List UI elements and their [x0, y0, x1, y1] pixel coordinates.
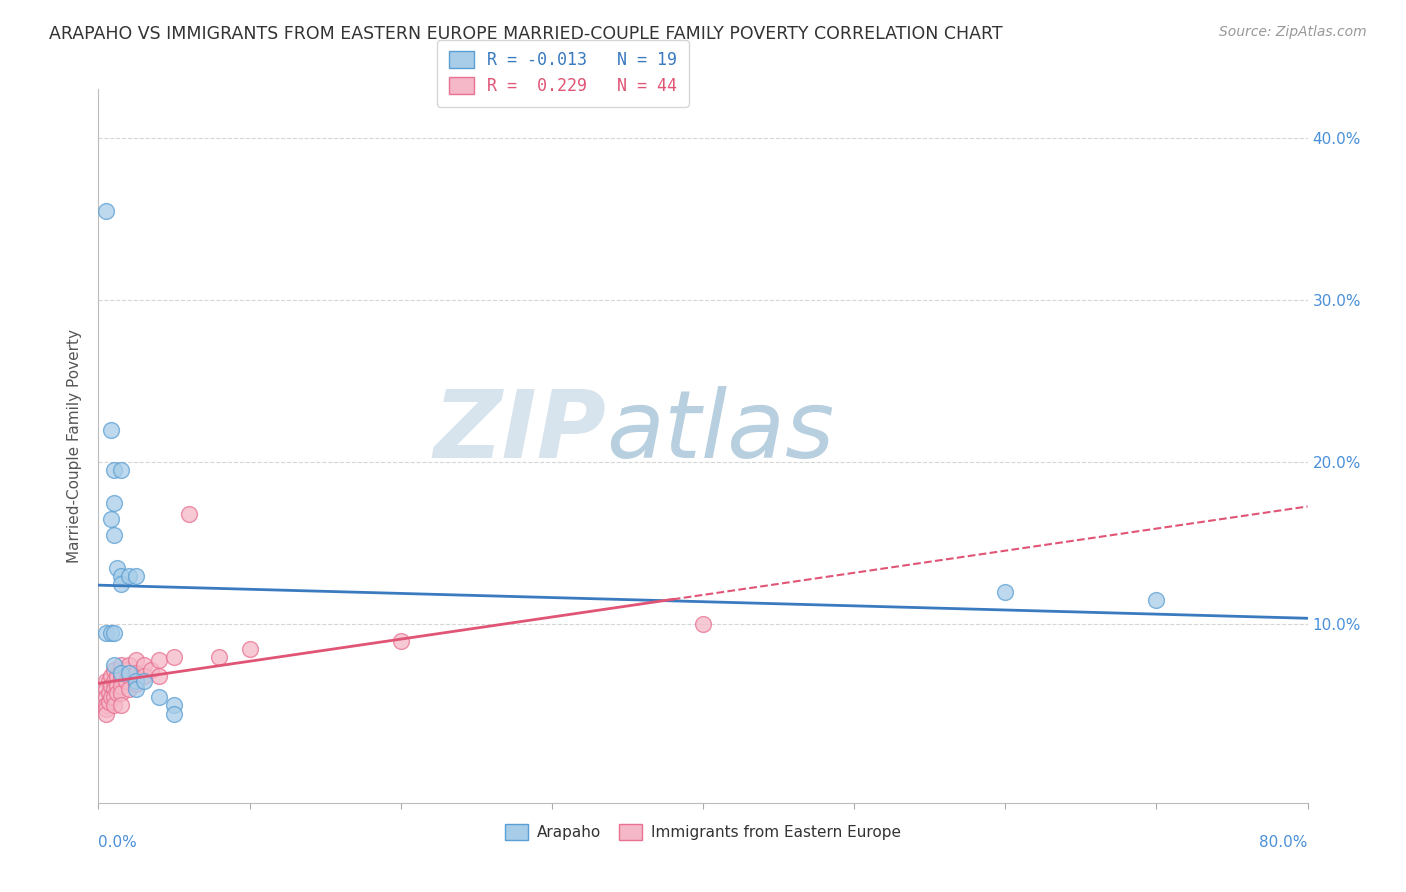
Point — [105, 679, 128, 693]
Point — [94, 698, 117, 713]
Point — [692, 617, 714, 632]
Point — [179, 507, 201, 521]
Point — [163, 706, 186, 721]
Point — [148, 669, 170, 683]
Text: ZIP: ZIP — [433, 385, 606, 478]
Point — [141, 663, 163, 677]
Point — [94, 690, 117, 705]
Point — [103, 690, 125, 705]
Point — [103, 496, 125, 510]
Point — [110, 568, 132, 582]
Point — [148, 653, 170, 667]
Point — [118, 568, 141, 582]
Point — [110, 666, 132, 681]
Point — [125, 568, 148, 582]
Point — [118, 666, 141, 681]
Point — [114, 663, 136, 677]
Point — [103, 674, 125, 689]
Point — [94, 706, 117, 721]
Point — [125, 682, 148, 697]
Point — [103, 625, 125, 640]
Point — [100, 669, 122, 683]
Point — [100, 512, 122, 526]
Point — [110, 669, 132, 683]
Point — [98, 685, 121, 699]
Point — [148, 690, 170, 705]
Point — [103, 698, 125, 713]
Text: ARAPAHO VS IMMIGRANTS FROM EASTERN EUROPE MARRIED-COUPLE FAMILY POVERTY CORRELAT: ARAPAHO VS IMMIGRANTS FROM EASTERN EUROP… — [49, 25, 1002, 43]
Y-axis label: Married-Couple Family Poverty: Married-Couple Family Poverty — [67, 329, 83, 563]
Point — [98, 695, 121, 709]
Point — [105, 669, 128, 683]
Point — [110, 657, 132, 672]
Point — [389, 633, 412, 648]
Point — [100, 679, 122, 693]
Point — [98, 674, 121, 689]
Point — [118, 657, 141, 672]
Point — [239, 641, 262, 656]
Point — [118, 669, 141, 683]
Text: 0.0%: 0.0% — [98, 835, 138, 850]
Point — [100, 690, 122, 705]
Point — [125, 674, 148, 689]
Point — [125, 666, 148, 681]
Point — [163, 649, 186, 664]
Legend: Arapaho, Immigrants from Eastern Europe: Arapaho, Immigrants from Eastern Europe — [499, 818, 907, 847]
Point — [94, 674, 117, 689]
Point — [114, 674, 136, 689]
Point — [132, 657, 155, 672]
Point — [94, 625, 117, 640]
Point — [110, 679, 132, 693]
Point — [1144, 593, 1167, 607]
Point — [105, 685, 128, 699]
Point — [125, 653, 148, 667]
Point — [100, 423, 122, 437]
Point — [110, 698, 132, 713]
Point — [163, 698, 186, 713]
Text: Source: ZipAtlas.com: Source: ZipAtlas.com — [1219, 25, 1367, 39]
Text: atlas: atlas — [606, 386, 835, 477]
Point — [118, 682, 141, 697]
Point — [103, 528, 125, 542]
Point — [110, 463, 132, 477]
Point — [103, 657, 125, 672]
Point — [105, 560, 128, 574]
Point — [110, 685, 132, 699]
Point — [110, 577, 132, 591]
Point — [94, 203, 117, 218]
Text: 80.0%: 80.0% — [1260, 835, 1308, 850]
Point — [94, 702, 117, 716]
Point — [94, 682, 117, 697]
Point — [103, 682, 125, 697]
Point — [100, 625, 122, 640]
Point — [994, 585, 1017, 599]
Point — [132, 674, 155, 689]
Point — [125, 677, 148, 691]
Point — [103, 463, 125, 477]
Point — [208, 649, 231, 664]
Point — [103, 663, 125, 677]
Point — [132, 669, 155, 683]
